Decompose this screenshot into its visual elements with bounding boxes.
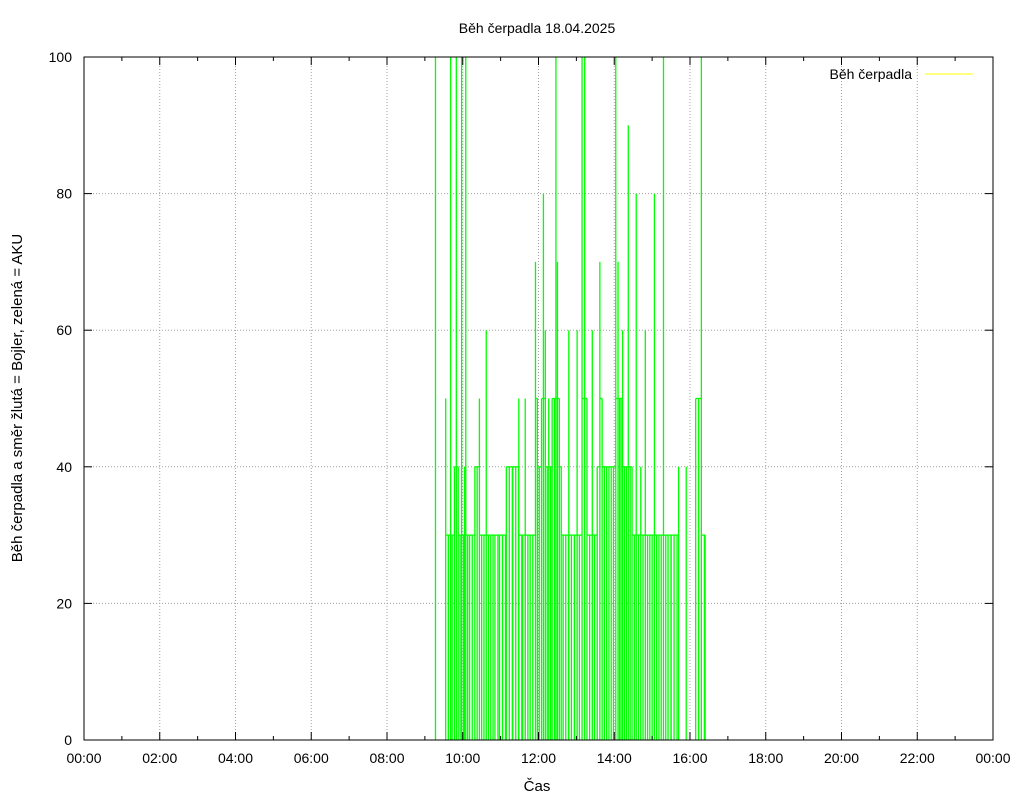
legend: Běh čerpadla [829,66,973,82]
x-tick-label: 18:00 [748,750,783,766]
chart-title: Běh čerpadla 18.04.2025 [459,20,616,36]
tick-layer [83,56,994,741]
x-tick-label: 12:00 [521,750,556,766]
x-axis-title: Čas [524,778,551,795]
y-tick-label: 20 [56,595,72,611]
x-tick-label: 10:00 [445,750,480,766]
series-1 [434,57,706,740]
x-tick-label: 06:00 [294,750,329,766]
x-tick-label: 22:00 [900,750,935,766]
x-tick-label: 00:00 [975,750,1010,766]
y-tick-label: 0 [64,732,72,748]
x-tick-label: 08:00 [369,750,404,766]
x-tick-label: 14:00 [597,750,632,766]
y-tick-label: 80 [56,186,72,202]
data-layer [434,57,706,740]
x-tick-label: 20:00 [824,750,859,766]
y-tick-label: 60 [56,322,72,338]
y-tick-label: 100 [49,49,73,65]
x-tick-label: 00:00 [66,750,101,766]
legend-label: Běh čerpadla [829,66,912,82]
y-axis-title: Běh čerpadla a směr žlutá = Bojler, zele… [9,234,26,563]
y-tick-label: 40 [56,459,72,475]
x-tick-label: 04:00 [218,750,253,766]
x-tick-label: 02:00 [142,750,177,766]
x-tick-label: 16:00 [672,750,707,766]
label-layer: 00:00 02:00 04:00 06:00 08:00 10:00 12:00 14:00… [49,49,1011,766]
grid-layer [84,57,993,740]
